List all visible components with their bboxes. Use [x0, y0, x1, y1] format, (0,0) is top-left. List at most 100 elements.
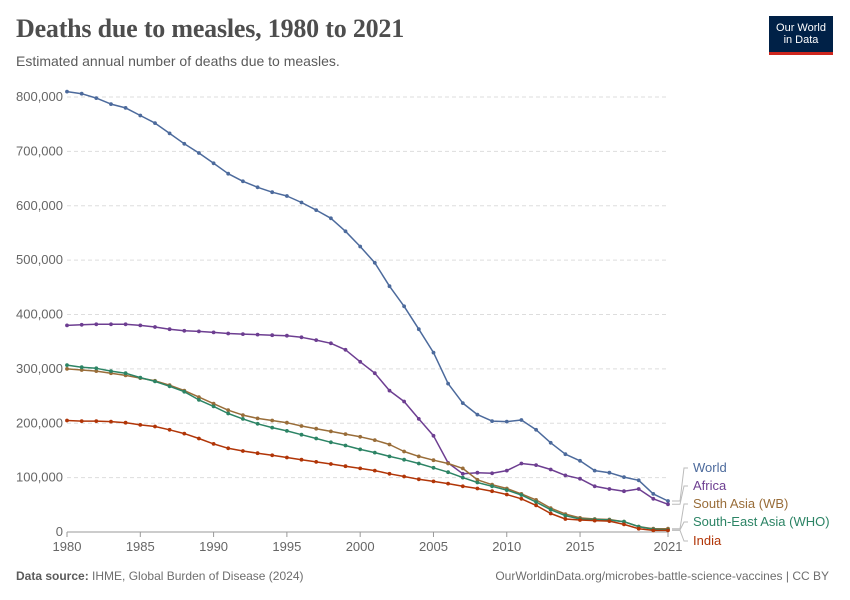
data-point-world: [123, 106, 128, 110]
data-point-africa: [79, 322, 84, 327]
x-tick-label: 2000: [346, 539, 375, 554]
data-point-world: [358, 244, 363, 249]
data-point-world: [79, 91, 84, 96]
data-point-world: [65, 89, 69, 94]
data-point-world: [109, 102, 113, 106]
data-point-south-east-asia-who: [343, 443, 348, 448]
data-point-south-asia-wb: [94, 369, 99, 373]
data-point-south-east-asia-who: [387, 454, 392, 459]
data-point-world: [578, 458, 582, 463]
data-point-india: [153, 424, 157, 429]
data-point-south-east-asia-who: [563, 513, 568, 518]
y-tick-label: 400,000: [16, 307, 63, 322]
data-point-south-east-asia-who: [226, 411, 231, 416]
data-point-south-asia-wb: [285, 420, 289, 425]
data-point-india: [255, 451, 260, 456]
data-point-south-east-asia-who: [138, 375, 143, 380]
data-point-world: [402, 304, 406, 309]
legend-label-africa: Africa: [693, 478, 727, 493]
data-point-world: [563, 452, 568, 457]
data-point-south-asia-wb: [270, 418, 275, 423]
data-point-world: [666, 499, 670, 503]
data-point-world: [607, 470, 612, 475]
data-point-africa: [387, 388, 392, 393]
data-point-africa: [153, 325, 157, 329]
data-point-india: [182, 431, 187, 436]
data-point-world: [182, 141, 187, 146]
data-point-south-asia-wb: [387, 442, 392, 447]
y-tick-label: 700,000: [16, 143, 63, 158]
data-point-africa: [299, 335, 304, 340]
x-tick-label: 1980: [53, 539, 82, 554]
data-point-world: [329, 216, 333, 221]
series-line-south-east-asia-who: [66, 364, 669, 531]
y-tick-label: 600,000: [16, 198, 63, 213]
data-point-south-east-asia-who: [504, 488, 509, 492]
data-point-india: [343, 464, 348, 469]
data-point-south-east-asia-who: [255, 421, 260, 426]
owid-logo[interactable]: Our World in Data: [769, 16, 833, 55]
data-point-south-east-asia-who: [197, 398, 201, 402]
data-point-india: [578, 518, 582, 522]
data-point-south-asia-wb: [431, 458, 436, 463]
y-tick-label: 0: [56, 524, 63, 539]
y-tick-label: 800,000: [16, 89, 63, 104]
data-point-india: [460, 484, 465, 489]
data-point-india: [226, 446, 231, 451]
line-chart: 0 100,000 200,000 300,000 400,000 500,000 600,…: [16, 89, 830, 554]
data-point-africa: [241, 332, 245, 336]
data-point-south-east-asia-who: [285, 429, 289, 433]
data-point-africa: [548, 467, 553, 472]
data-point-world: [475, 412, 480, 417]
y-tick-label: 500,000: [16, 252, 63, 267]
data-point-africa: [270, 333, 275, 338]
data-point-south-asia-wb: [241, 413, 245, 417]
data-point-world: [622, 475, 626, 479]
data-point-world: [490, 419, 494, 423]
data-point-africa: [358, 359, 363, 364]
data-point-world: [343, 229, 348, 234]
data-point-world: [387, 284, 392, 289]
data-point-world: [504, 419, 509, 424]
data-point-africa: [182, 328, 187, 333]
data-point-world: [431, 350, 436, 355]
data-point-world: [592, 468, 597, 473]
x-tick-label: 2021: [654, 539, 683, 554]
data-point-africa: [666, 502, 670, 507]
data-point-south-asia-wb: [299, 424, 304, 428]
data-point-africa: [592, 484, 597, 489]
data-point-india: [607, 519, 612, 523]
data-point-world: [138, 113, 143, 118]
data-point-south-east-asia-who: [123, 371, 128, 376]
chart-title: Deaths due to measles, 1980 to 2021: [16, 14, 405, 43]
data-point-africa: [372, 371, 377, 376]
data-point-africa: [138, 323, 143, 328]
data-source: Data source: IHME, Global Burden of Dise…: [16, 569, 303, 583]
x-tick-label: 2005: [419, 539, 448, 554]
data-point-south-asia-wb: [314, 426, 319, 431]
data-point-india: [138, 423, 143, 427]
data-point-india: [416, 477, 421, 482]
data-point-africa: [197, 329, 201, 334]
data-point-south-east-asia-who: [358, 447, 363, 452]
data-point-india: [431, 479, 436, 484]
source-url-link[interactable]: OurWorldinData.org/microbes-battle-scien…: [495, 569, 829, 583]
data-point-world: [636, 478, 641, 483]
data-point-africa: [490, 471, 494, 476]
data-point-south-east-asia-who: [460, 475, 465, 480]
data-point-world: [446, 381, 450, 386]
data-point-south-asia-wb: [79, 368, 84, 372]
data-point-world: [270, 190, 275, 195]
data-point-world: [651, 492, 656, 496]
data-point-africa: [504, 468, 509, 473]
data-point-south-east-asia-who: [65, 363, 69, 367]
data-point-south-east-asia-who: [299, 432, 304, 437]
data-point-south-east-asia-who: [94, 366, 99, 371]
series-line-south-asia-wb: [66, 368, 668, 530]
data-point-india: [65, 418, 69, 423]
data-point-world: [372, 260, 377, 265]
data-point-world: [153, 121, 157, 125]
x-tick-label: 2010: [492, 539, 521, 554]
y-tick-label: 300,000: [16, 361, 63, 376]
x-tick-label: 1995: [272, 539, 301, 554]
